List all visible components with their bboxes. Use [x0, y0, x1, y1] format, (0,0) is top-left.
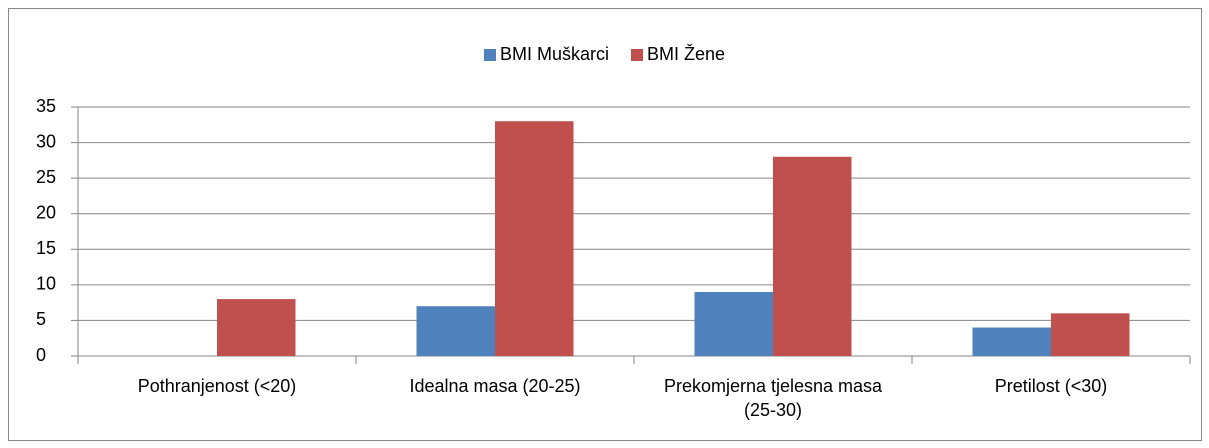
- y-tick-label: 5: [36, 309, 46, 329]
- bar: [416, 306, 495, 356]
- bar: [694, 291, 773, 356]
- legend-label: BMI Žene: [647, 44, 725, 64]
- y-tick-label: 15: [36, 238, 56, 258]
- y-tick-label: 0: [36, 345, 46, 365]
- y-tick-label: 10: [36, 274, 56, 294]
- legend-swatch: [483, 49, 496, 61]
- y-tick-label: 30: [36, 131, 56, 151]
- y-tick-label: 25: [36, 167, 56, 187]
- legend-label: BMI Muškarci: [500, 44, 609, 64]
- x-tick-label: Pothranjenost (<20): [137, 376, 297, 396]
- bar: [1051, 313, 1130, 356]
- y-tick-label: 20: [36, 202, 56, 222]
- y-tick-label: 35: [36, 96, 56, 116]
- x-tick-label: Prekomjerna tjelesna masa (25-30): [663, 376, 883, 420]
- bar: [773, 156, 852, 356]
- x-tick-label: Pretilost (<30): [994, 376, 1108, 396]
- chart-frame: [8, 8, 1202, 441]
- bar: [217, 299, 296, 356]
- legend-swatch: [630, 49, 643, 61]
- bar: [495, 121, 574, 356]
- bar: [972, 327, 1051, 356]
- x-tick-label: Idealna masa (20-25): [409, 376, 581, 396]
